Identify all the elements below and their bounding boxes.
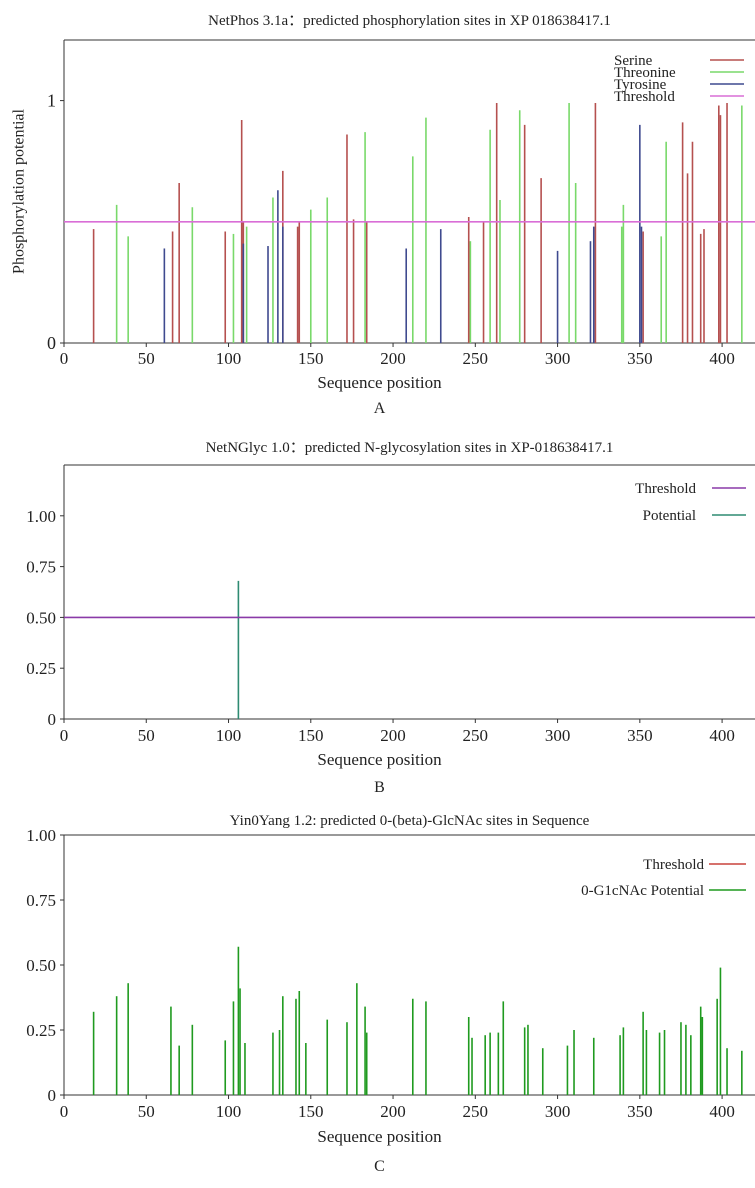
x-tick-label-a: 200 [380,349,406,368]
x-tick-label-b: 150 [298,726,324,745]
y-tick-label-b: 0.25 [26,659,56,678]
netnglyc-chart: NetNGlyc 1.0：predicted N-glycosylation s… [0,430,755,805]
x-axis-label-c: Sequence position [317,1127,442,1146]
x-tick-label-b: 0 [60,726,69,745]
y-tick-label-b: 0.50 [26,608,56,627]
x-tick-label-c: 250 [463,1102,489,1121]
x-tick-label-c: 50 [138,1102,155,1121]
netphos-chart: NetPhos 3.1a：predicted phosphorylation s… [0,0,755,417]
y-tick-label-b: 0.75 [26,558,56,577]
netnglyc-chart-svg: NetNGlyc 1.0：predicted N-glycosylation s… [26,440,755,796]
panel-caption-c: C [374,1158,385,1175]
legend-label-b: Threshold [635,481,696,497]
panel-caption-b: B [374,779,385,796]
legend-label-a: Serine [614,53,653,69]
netphos-chart-svg: NetPhos 3.1a：predicted phosphorylation s… [11,13,755,417]
x-tick-label-b: 300 [545,726,571,745]
x-tick-label-a: 100 [216,349,242,368]
legend-label-a: Threshold [614,89,675,105]
x-tick-label-a: 350 [627,349,653,368]
x-tick-label-c: 0 [60,1102,69,1121]
x-tick-label-c: 100 [216,1102,242,1121]
x-axis-label-b: Sequence position [317,750,442,769]
legend-label-c: Threshold [643,857,704,873]
x-axis-label-a: Sequence position [317,373,442,392]
panel-caption-a: A [374,400,386,415]
x-tick-label-c: 350 [627,1102,653,1121]
x-tick-label-a: 300 [545,349,571,368]
y-tick-label-a: 0 [47,333,56,353]
x-tick-label-b: 350 [627,726,653,745]
y-tick-label-b: 0 [48,710,57,729]
y-tick-label-a: 1 [47,91,56,111]
x-tick-label-c: 300 [545,1102,571,1121]
x-tick-label-a: 0 [60,349,69,368]
x-tick-label-a: 250 [463,349,489,368]
x-tick-label-b: 100 [216,726,242,745]
x-tick-label-b: 200 [380,726,406,745]
x-tick-label-c: 400 [709,1102,735,1121]
x-tick-label-a: 50 [138,349,155,368]
x-tick-label-c: 150 [298,1102,324,1121]
y-tick-label-c: 0.50 [26,956,56,975]
x-tick-label-b: 50 [138,726,155,745]
chart-title-a: NetPhos 3.1a：predicted phosphorylation s… [208,13,611,29]
x-tick-label-c: 200 [380,1102,406,1121]
x-tick-label-b: 250 [463,726,489,745]
chart-title-b: NetNGlyc 1.0：predicted N-glycosylation s… [206,440,614,456]
yinoyang-chart: Yin0Yang 1.2: predicted 0-(beta)-GlcNAc … [0,808,755,1183]
y-tick-label-c: 0.25 [26,1021,56,1040]
y-axis-label-a: Phosphorylation potential [11,109,28,274]
y-tick-label-b: 1.00 [26,507,56,526]
yinoyang-chart-svg: Yin0Yang 1.2: predicted 0-(beta)-GlcNAc … [26,813,755,1175]
chart-title-c: Yin0Yang 1.2: predicted 0-(beta)-GlcNAc … [230,813,590,829]
legend-label-a: Tyrosine [614,77,667,93]
legend-label-a: Threonine [614,65,676,81]
x-tick-label-a: 150 [298,349,324,368]
y-tick-label-c: 0.75 [26,891,56,910]
x-tick-label-b: 400 [709,726,735,745]
x-tick-label-a: 400 [709,349,735,368]
legend-label-b: Potential [643,508,696,524]
y-tick-label-c: 0 [48,1086,57,1105]
y-tick-label-c: 1.00 [26,826,56,845]
legend-label-c: 0-G1cNAc Potential [581,883,704,899]
